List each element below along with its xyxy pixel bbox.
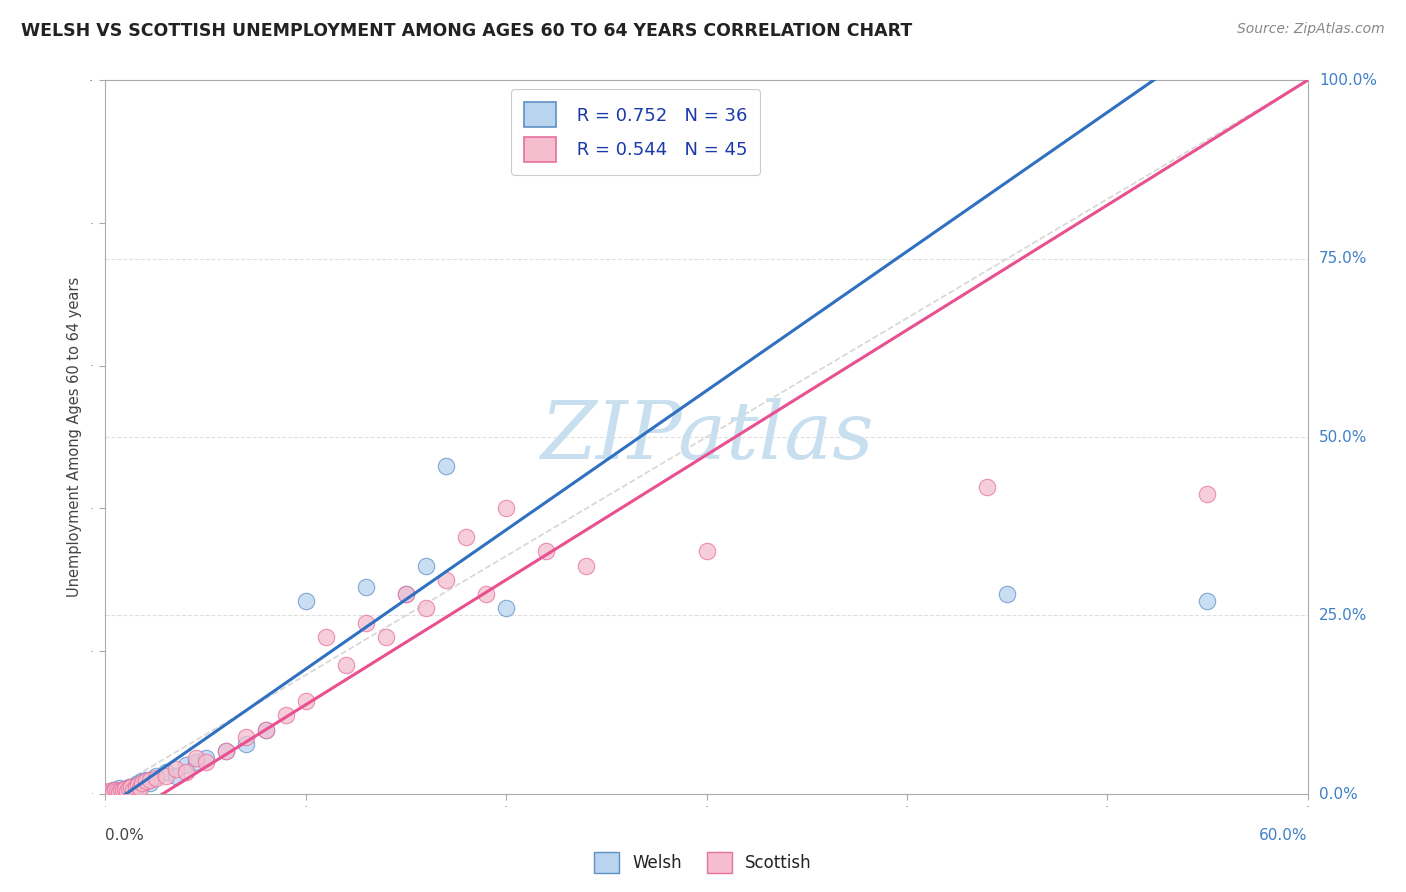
Point [135,774,157,789]
Text: 25.0%: 25.0% [1319,608,1367,623]
Point [1197,594,1219,608]
Text: ZIPatlas: ZIPatlas [540,399,873,475]
Y-axis label: Unemployment Among Ages 60 to 64 years: Unemployment Among Ages 60 to 64 years [67,277,82,598]
Point [104,784,127,798]
Point [534,544,557,558]
Point [174,758,197,772]
Point [122,783,145,797]
Point [124,778,146,792]
Legend:  R = 0.752   N = 36,  R = 0.544   N = 45: R = 0.752 N = 36, R = 0.544 N = 45 [512,89,759,175]
Point [107,785,129,799]
Text: 60.0%: 60.0% [1260,828,1308,843]
Point [354,580,377,594]
Point [124,780,146,795]
Point [103,785,125,799]
Point [112,783,135,797]
Point [131,774,153,789]
Point [696,544,718,558]
Point [118,780,141,794]
Point [335,658,357,673]
Point [138,772,160,787]
Point [165,769,187,783]
Point [374,630,396,644]
Point [127,778,149,792]
Text: 0.0%: 0.0% [105,828,145,843]
Point [254,723,277,737]
Point [315,630,337,644]
Point [155,765,177,780]
Point [155,769,177,783]
Point [122,780,145,795]
Point [145,769,167,783]
Point [194,751,217,765]
Point [131,776,153,790]
Point [108,785,131,799]
Point [1197,487,1219,501]
Point [495,501,517,516]
Point [104,783,127,797]
Legend: Welsh, Scottish: Welsh, Scottish [588,846,818,880]
Point [456,530,478,544]
Point [295,594,318,608]
Point [184,755,207,769]
Text: 75.0%: 75.0% [1319,252,1367,266]
Point [128,780,150,794]
Point [118,781,141,796]
Point [165,762,187,776]
Point [415,558,437,573]
Text: 0.0%: 0.0% [1319,788,1358,802]
Point [135,772,157,787]
Text: 100.0%: 100.0% [1319,73,1376,87]
Text: Source: ZipAtlas.com: Source: ZipAtlas.com [1237,22,1385,37]
Point [114,784,136,798]
Point [495,601,517,615]
Point [98,785,121,799]
Point [254,723,277,737]
Point [145,771,167,785]
Point [354,615,377,630]
Point [110,782,132,797]
Point [575,558,598,573]
Point [976,480,998,494]
Point [108,781,131,796]
Point [235,737,257,751]
Point [174,765,197,780]
Point [100,785,122,799]
Point [107,784,129,798]
Point [114,781,136,796]
Point [112,782,135,797]
Point [434,458,457,473]
Point [117,784,139,798]
Point [138,776,160,790]
Point [395,587,418,601]
Point [98,784,121,798]
Point [395,587,418,601]
Point [434,573,457,587]
Point [103,783,125,797]
Point [415,601,437,615]
Point [995,587,1018,601]
Text: WELSH VS SCOTTISH UNEMPLOYMENT AMONG AGES 60 TO 64 YEARS CORRELATION CHART: WELSH VS SCOTTISH UNEMPLOYMENT AMONG AGE… [21,22,912,40]
Point [214,744,236,758]
Point [117,781,139,796]
Point [121,782,143,797]
Point [235,730,257,744]
Point [110,783,132,797]
Point [194,755,217,769]
Point [295,694,318,708]
Point [274,708,297,723]
Point [184,751,207,765]
Point [127,776,149,790]
Point [100,785,122,799]
Point [121,780,143,794]
Point [214,744,236,758]
Point [475,587,498,601]
Point [128,781,150,796]
Text: 50.0%: 50.0% [1319,430,1367,444]
